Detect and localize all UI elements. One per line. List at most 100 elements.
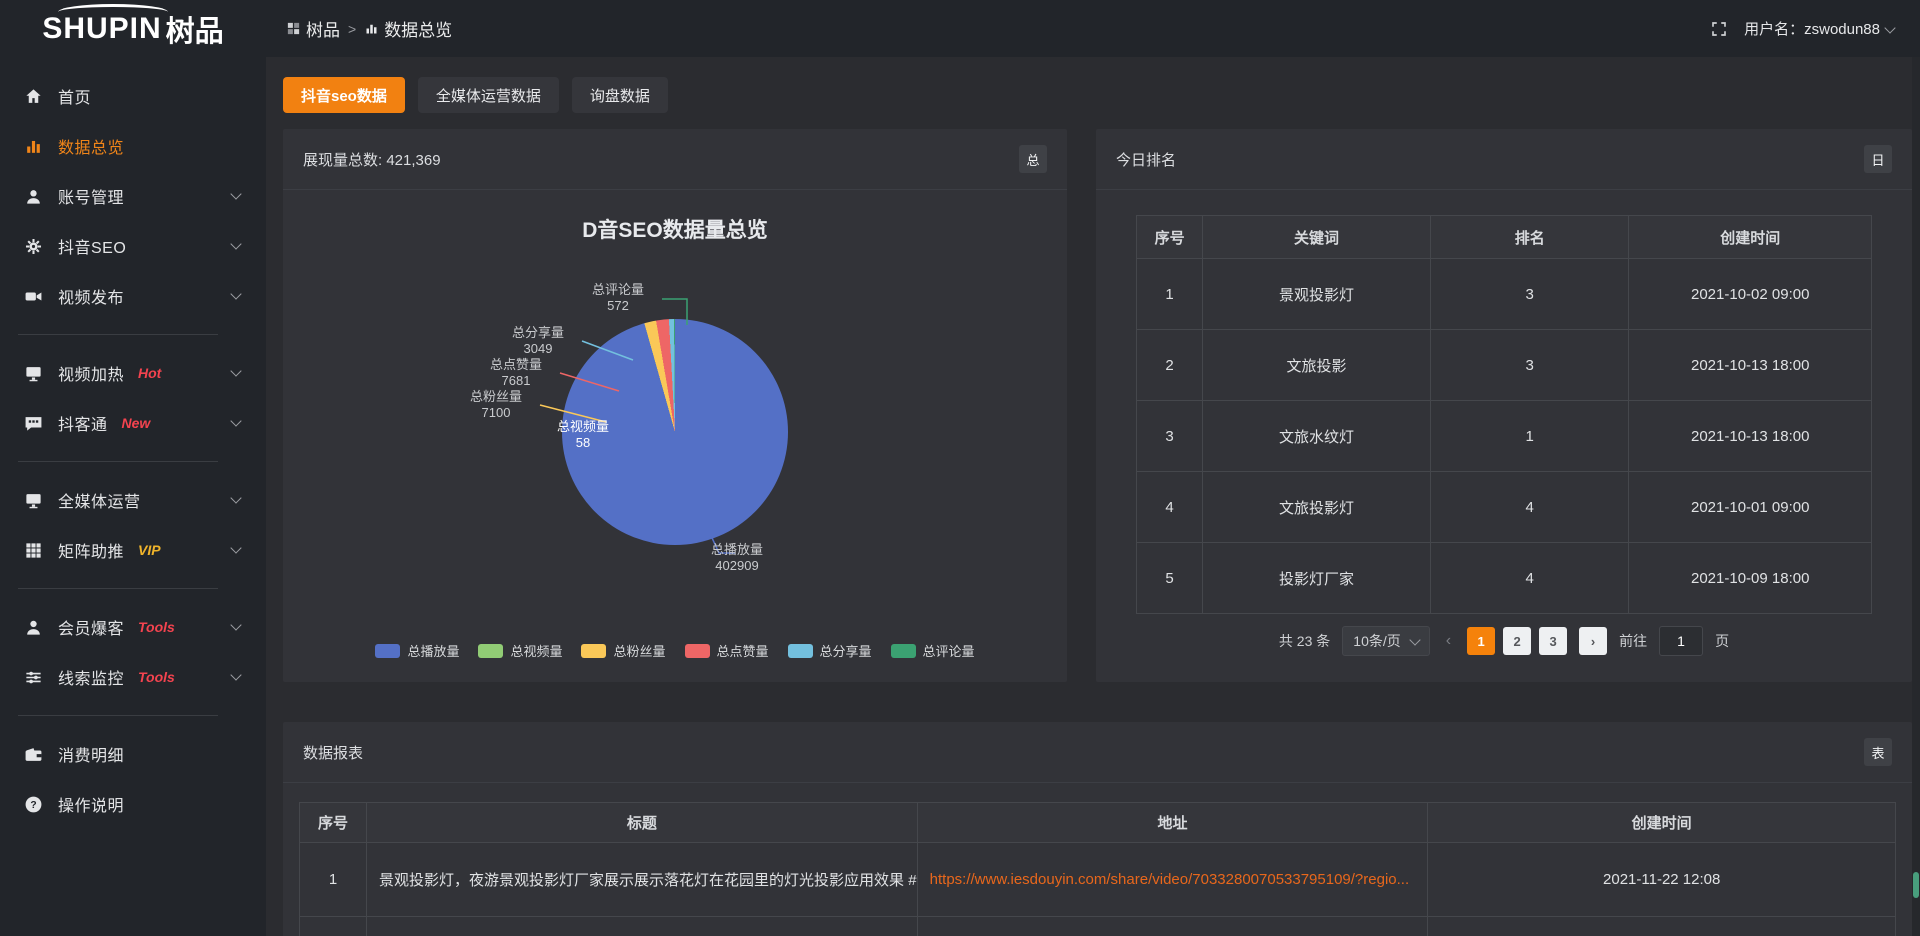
sidebar-item-label: 会员爆客 xyxy=(58,621,125,638)
sidebar-item-tag: Hot xyxy=(138,365,162,381)
page-button-2[interactable]: 2 xyxy=(1503,627,1532,655)
table-badge-button[interactable]: 表 xyxy=(1864,738,1892,766)
legend-color-chip xyxy=(478,643,504,658)
sidebar-divider xyxy=(18,588,218,589)
scrollbar-track[interactable] xyxy=(1912,0,1920,936)
sidebar-item-tag: Tools xyxy=(138,619,175,635)
table-cell: 景观投影灯 xyxy=(1202,258,1431,330)
pagination: 共 23 条 10条/页 ‹ 123 › 前往 页 xyxy=(1136,626,1872,656)
total-badge-button[interactable]: 总 xyxy=(1019,145,1047,173)
grid-icon xyxy=(24,541,43,560)
scrollbar-thumb[interactable] xyxy=(1913,872,1919,898)
breadcrumb-current[interactable]: 数据总览 xyxy=(364,16,452,41)
chat-icon xyxy=(24,414,43,433)
legend-label: 总分享量 xyxy=(819,644,872,659)
legend-item-5[interactable]: 总评论量 xyxy=(890,641,975,660)
prev-page-button[interactable]: ‹ xyxy=(1445,632,1452,649)
next-page-button[interactable]: › xyxy=(1579,627,1608,655)
impressions-total-label: 展现量总数: 421,369 xyxy=(303,151,441,169)
table-cell: 5 xyxy=(1135,542,1204,614)
question-icon: ? xyxy=(24,795,43,814)
video-camera-icon xyxy=(24,287,43,306)
table-row: 3 文旅水纹灯 1 2021-10-13 18:00 xyxy=(1135,400,1872,472)
ranking-table: 序号 关键词 排名 创建时间 1 景观投影灯 3 2021-10-02 09:00 2 文旅投影… xyxy=(1135,215,1872,614)
table-cell: 1 xyxy=(1135,258,1204,330)
sidebar-item-chat[interactable]: 抖客通 New xyxy=(0,398,266,448)
gear-icon xyxy=(24,237,43,256)
tab-0[interactable]: 抖音seo数据 xyxy=(283,77,405,113)
sidebar-divider xyxy=(18,715,218,716)
sidebar-item-screen[interactable]: 全媒体运营 xyxy=(0,475,266,525)
sidebar-item-label: 全媒体运营 xyxy=(58,494,141,511)
table-row: 5 投影灯厂家 4 2021-10-09 18:00 xyxy=(1135,542,1872,614)
sidebar-item-label: 操作说明 xyxy=(58,798,125,815)
video-link[interactable]: https://www.iesdouyin.com/share/video/70… xyxy=(929,871,1410,888)
sidebar-item-sliders[interactable]: 线索监控 Tools xyxy=(0,652,266,702)
sidebar-item-home[interactable]: 首页 xyxy=(0,71,266,121)
data-report-panel: 数据报表 表 序号 标题 地址 创建时间 1 景观投影灯，夜游景观投影灯厂家展示展示落花… xyxy=(283,722,1912,936)
chevron-down-icon xyxy=(230,669,242,681)
time-cell: 2021-11-22 12:08 xyxy=(1427,842,1896,917)
legend-item-0[interactable]: 总播放量 xyxy=(375,641,459,660)
wallet-icon xyxy=(24,745,43,764)
breadcrumb-current-label: 数据总览 xyxy=(384,21,453,40)
legend-label: 总评论量 xyxy=(922,644,975,659)
legend-item-2[interactable]: 总粉丝量 xyxy=(581,641,666,660)
table-cell: 2 xyxy=(1135,329,1204,401)
goto-page-input[interactable] xyxy=(1659,626,1704,656)
pie-label-shares: 总分享量 3049 xyxy=(511,325,564,356)
table-cell: 文旅投影灯 xyxy=(1202,471,1431,543)
sidebar-item-tag: VIP xyxy=(138,542,161,558)
column-header: 创建时间 xyxy=(1628,215,1872,259)
title-cell: 景观投影灯，夜游景观投影灯厂家展示展示落花灯在花园里的灯光投影应用效果 # xyxy=(366,842,918,917)
tab-2[interactable]: 询盘数据 xyxy=(571,77,668,113)
breadcrumb-home[interactable]: 树品 xyxy=(286,16,340,41)
table-row: 4 文旅投影灯 4 2021-10-01 09:00 xyxy=(1135,471,1872,543)
column-header: 地址 xyxy=(916,802,1429,843)
legend-label: 总点赞量 xyxy=(716,644,769,659)
page-button-3[interactable]: 3 xyxy=(1539,627,1568,655)
table-row: 1 景观投影灯 3 2021-10-02 09:00 xyxy=(1135,258,1872,330)
sidebar-item-label: 数据总览 xyxy=(58,140,125,157)
sidebar-item-grid[interactable]: 矩阵助推 VIP xyxy=(0,525,266,575)
pagination-total: 共 23 条 xyxy=(1278,633,1331,649)
sidebar-item-question[interactable]: ? 操作说明 xyxy=(0,779,266,829)
report-panel-title: 数据报表 xyxy=(303,744,364,762)
app-logo[interactable]: SHUPIN 树品 xyxy=(0,0,266,57)
table-row: 2 文旅投影 3 2021-10-13 18:00 xyxy=(1135,329,1872,401)
legend-color-chip xyxy=(787,643,813,658)
user-icon xyxy=(24,187,43,206)
screen-icon xyxy=(24,491,43,510)
sidebar-item-monitor[interactable]: 视频加热 Hot xyxy=(0,348,266,398)
table-cell: 1 xyxy=(1429,400,1630,472)
sidebar-item-gear[interactable]: 抖音SEO xyxy=(0,221,266,271)
monitor-icon xyxy=(24,364,43,383)
username-dropdown[interactable]: 用户名：zswodun88 xyxy=(1744,18,1896,39)
day-badge-button[interactable]: 日 xyxy=(1864,145,1892,173)
svg-text:?: ? xyxy=(30,800,36,811)
sidebar-item-user[interactable]: 账号管理 xyxy=(0,171,266,221)
column-header: 排名 xyxy=(1429,215,1630,259)
legend-color-chip xyxy=(581,643,607,658)
chevron-down-icon xyxy=(230,542,242,554)
breadcrumb-separator: > xyxy=(348,20,357,37)
legend-item-1[interactable]: 总视频量 xyxy=(478,641,562,660)
sidebar-item-tag: New xyxy=(121,415,151,431)
sidebar-item-bar-chart[interactable]: 数据总览 xyxy=(0,121,266,171)
page-button-1[interactable]: 1 xyxy=(1467,627,1496,655)
column-header: 序号 xyxy=(298,802,368,843)
legend-item-3[interactable]: 总点赞量 xyxy=(684,641,769,660)
goto-label-prefix: 前往 xyxy=(1619,633,1648,649)
sidebar-item-wallet[interactable]: 消费明细 xyxy=(0,729,266,779)
sidebar-divider xyxy=(18,334,218,335)
legend-label: 总播放量 xyxy=(407,644,460,659)
grid-square-icon xyxy=(287,22,300,35)
sidebar-item-video-camera[interactable]: 视频发布 xyxy=(0,271,266,321)
fullscreen-icon[interactable] xyxy=(1710,20,1728,38)
tab-1[interactable]: 全媒体运营数据 xyxy=(417,77,559,113)
logo-arc-decoration xyxy=(58,4,168,20)
legend-item-4[interactable]: 总分享量 xyxy=(787,641,872,660)
sidebar-item-person[interactable]: 会员爆客 Tools xyxy=(0,602,266,652)
legend-label: 总粉丝量 xyxy=(613,644,666,659)
page-size-select[interactable]: 10条/页 xyxy=(1342,626,1430,656)
